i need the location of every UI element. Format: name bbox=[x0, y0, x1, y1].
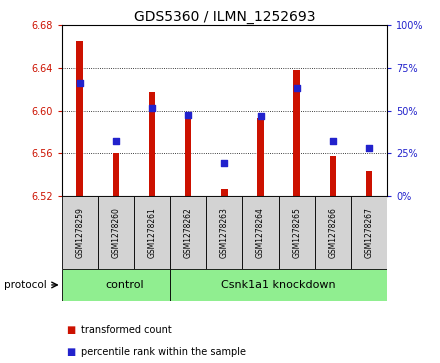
Bar bbox=[62, 196, 98, 269]
Text: Csnk1a1 knockdown: Csnk1a1 knockdown bbox=[221, 280, 336, 290]
Bar bbox=[221, 188, 227, 196]
Text: ■: ■ bbox=[66, 347, 75, 357]
Bar bbox=[149, 91, 155, 196]
Bar bbox=[170, 196, 206, 269]
Point bbox=[330, 138, 337, 143]
Text: transformed count: transformed count bbox=[81, 325, 172, 335]
Text: GSM1278266: GSM1278266 bbox=[328, 207, 337, 258]
Text: GSM1278264: GSM1278264 bbox=[256, 207, 265, 258]
Text: GSM1278262: GSM1278262 bbox=[184, 207, 193, 258]
Bar bbox=[315, 196, 351, 269]
Point bbox=[112, 138, 119, 143]
Text: percentile rank within the sample: percentile rank within the sample bbox=[81, 347, 246, 357]
Bar bbox=[185, 117, 191, 196]
Text: GSM1278261: GSM1278261 bbox=[147, 207, 157, 258]
Text: GSM1278260: GSM1278260 bbox=[111, 207, 121, 258]
Point bbox=[185, 112, 192, 118]
Text: ■: ■ bbox=[66, 325, 75, 335]
Point bbox=[366, 145, 373, 151]
Text: GSM1278263: GSM1278263 bbox=[220, 207, 229, 258]
Bar bbox=[98, 196, 134, 269]
Bar bbox=[351, 196, 387, 269]
Point bbox=[293, 85, 300, 91]
Title: GDS5360 / ILMN_1252693: GDS5360 / ILMN_1252693 bbox=[134, 11, 315, 24]
Text: protocol: protocol bbox=[4, 280, 47, 290]
Bar bbox=[62, 269, 170, 301]
Text: GSM1278259: GSM1278259 bbox=[75, 207, 84, 258]
Bar bbox=[257, 118, 264, 196]
Point bbox=[257, 113, 264, 119]
Bar bbox=[330, 155, 336, 196]
Bar bbox=[134, 196, 170, 269]
Text: GSM1278267: GSM1278267 bbox=[365, 207, 374, 258]
Bar bbox=[293, 70, 300, 196]
Point bbox=[76, 80, 83, 86]
Bar bbox=[242, 196, 279, 269]
Text: GSM1278265: GSM1278265 bbox=[292, 207, 301, 258]
Point bbox=[149, 105, 156, 110]
Bar bbox=[170, 269, 387, 301]
Text: control: control bbox=[106, 280, 144, 290]
Bar bbox=[77, 41, 83, 196]
Bar bbox=[366, 171, 372, 196]
Bar bbox=[113, 154, 119, 196]
Bar bbox=[206, 196, 242, 269]
Bar bbox=[279, 196, 315, 269]
Point bbox=[221, 160, 228, 166]
